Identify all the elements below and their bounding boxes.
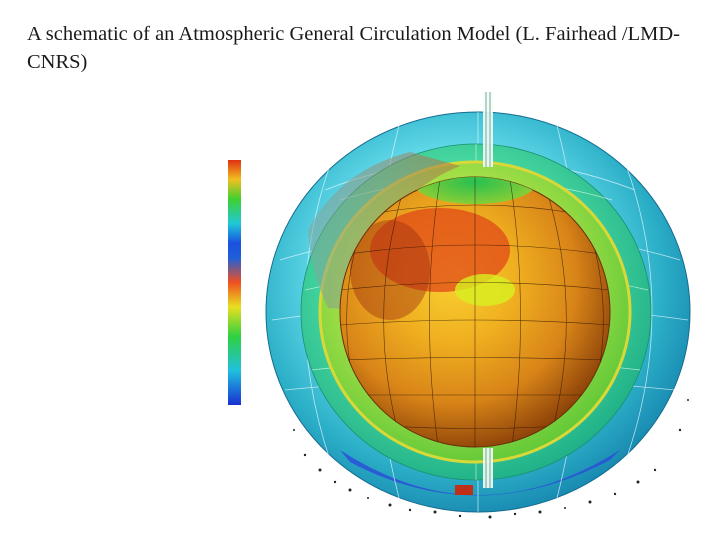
speckle-layer	[293, 399, 689, 519]
vertical-column-marker	[483, 92, 493, 488]
shell-cutaway-face	[308, 152, 460, 310]
page-title: A schematic of an Atmospheric General Ci…	[27, 23, 680, 73]
bottom-cold-band	[340, 450, 620, 496]
bottom-red-cell	[455, 485, 473, 495]
color-scale-bar	[228, 160, 241, 405]
agcm-globe-illustration	[265, 92, 691, 519]
